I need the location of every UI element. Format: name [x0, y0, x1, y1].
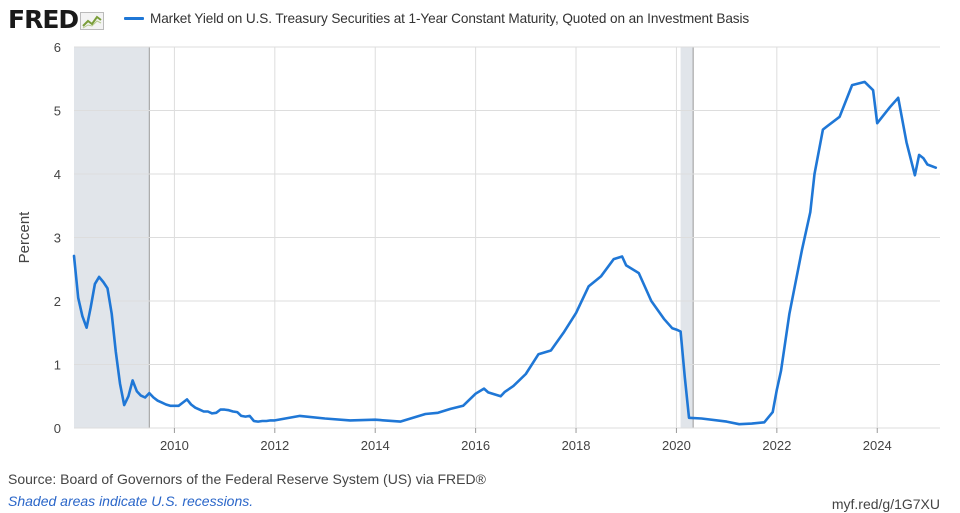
x-tick-label-2014: 2014 [361, 438, 390, 453]
line-chart-icon [80, 12, 105, 30]
legend-label: Market Yield on U.S. Treasury Securities… [150, 11, 750, 26]
x-tick-label-2016: 2016 [461, 438, 490, 453]
y-tick-label-6: 6 [54, 40, 61, 55]
x-tick-label-2010: 2010 [160, 438, 189, 453]
line-chart: 0 1 2 3 4 5 6 2010 2012 2014 2016 2018 2020 2022 2024 P… [16, 40, 940, 453]
x-tick-label-2012: 2012 [260, 438, 289, 453]
fred-logo[interactable]: FRED [8, 5, 105, 34]
y-tick-label-5: 5 [54, 104, 61, 119]
y-tick-label-3: 3 [54, 231, 61, 246]
x-tick-label-2018: 2018 [562, 438, 591, 453]
y-tick-label-0: 0 [54, 421, 61, 436]
y-tick-label-1: 1 [54, 358, 61, 373]
logo-text: FRED [8, 5, 79, 34]
y-axis-label: Percent [16, 211, 33, 264]
x-tick-label-2020: 2020 [662, 438, 691, 453]
series-line-1 [72, 80, 938, 426]
y-tick-label-2: 2 [54, 294, 61, 309]
x-tick-label-2022: 2022 [762, 438, 791, 453]
short-link[interactable]: myf.red/g/1G7XU [831, 496, 940, 512]
chart-legend: Market Yield on U.S. Treasury Securities… [124, 11, 749, 26]
legend-swatch [124, 17, 144, 20]
x-tick-label-2024: 2024 [863, 438, 892, 453]
recession-note: Shaded areas indicate U.S. recessions. [8, 493, 254, 509]
y-tick-label-4: 4 [54, 167, 61, 182]
footer-source: Source: Board of Governors of the Federa… [8, 471, 486, 487]
